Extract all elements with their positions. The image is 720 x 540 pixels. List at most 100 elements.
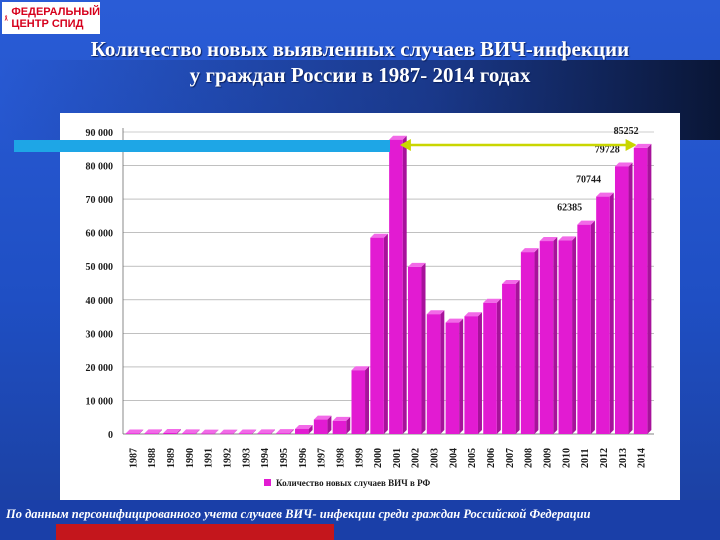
- bar-side: [628, 162, 633, 434]
- bar: [558, 240, 573, 434]
- bar-side: [195, 429, 200, 434]
- bar: [125, 433, 140, 434]
- bar-side: [270, 429, 275, 434]
- bar-top: [163, 428, 181, 433]
- bar-side: [572, 236, 577, 434]
- bar-side: [421, 262, 426, 434]
- x-tick-label: 2003: [430, 448, 441, 468]
- bar-top: [614, 162, 633, 167]
- bar: [276, 433, 290, 434]
- bar: [182, 433, 196, 434]
- x-tick-label: 2010: [561, 448, 572, 468]
- logo: ФЕДЕРАЛЬНЫЙ ЦЕНТР СПИД: [2, 2, 100, 34]
- x-tick-label: 2009: [542, 448, 553, 468]
- x-tick-label: 1995: [279, 448, 290, 468]
- bar-side: [553, 237, 558, 434]
- bar-top: [407, 262, 426, 267]
- footer-note: По данным персонифицированного учета слу…: [6, 507, 591, 521]
- bar-top: [238, 429, 257, 434]
- bar-top: [558, 236, 577, 241]
- y-tick-label: 70 000: [86, 195, 114, 206]
- bar-top: [464, 312, 482, 317]
- bar-side: [252, 429, 257, 434]
- x-tick-label: 1993: [241, 448, 252, 468]
- bar-side: [496, 298, 501, 434]
- x-tick-label: 1992: [223, 448, 234, 468]
- arrow-head-right: [625, 139, 637, 151]
- x-tick-label: 1998: [335, 448, 346, 468]
- bar-top: [389, 135, 407, 140]
- bar: [483, 302, 497, 434]
- bar-side: [233, 429, 238, 434]
- bar: [257, 433, 271, 434]
- x-tick-label: 1991: [204, 448, 215, 468]
- bar-side: [647, 143, 652, 434]
- data-label: 62385: [557, 203, 582, 214]
- bar-chart: 0 10 000 20 000 30 000 40 000 50 000 60 000 70 …: [86, 126, 654, 488]
- x-tick-label: 1990: [185, 448, 196, 468]
- bar: [295, 428, 309, 434]
- data-label: 79728: [595, 144, 620, 155]
- bar: [370, 237, 384, 434]
- y-tick-label: 40 000: [86, 296, 114, 307]
- x-tick-label: 1987: [128, 448, 139, 468]
- x-tick-label: 2007: [505, 448, 516, 468]
- bar: [332, 420, 347, 434]
- bar-top: [445, 318, 464, 323]
- bar: [200, 433, 215, 435]
- bar-top: [370, 233, 388, 238]
- bar: [633, 147, 648, 434]
- bar-top: [539, 237, 558, 242]
- y-tick-label: 30 000: [86, 329, 114, 340]
- bar-top: [483, 298, 501, 303]
- x-tick-label: 2014: [637, 448, 648, 468]
- x-tick-label: 2004: [448, 448, 459, 468]
- data-label: 70744: [576, 175, 601, 186]
- bar-side: [346, 416, 351, 434]
- bar-side: [402, 135, 407, 434]
- bar-side: [139, 429, 144, 434]
- x-tick-label: 2001: [392, 448, 403, 468]
- bar-top: [219, 429, 238, 434]
- x-tick-label: 2002: [411, 448, 422, 468]
- x-tick-label: 2006: [486, 448, 497, 468]
- bar: [426, 314, 441, 434]
- bar-side: [365, 366, 370, 434]
- y-tick-label: 60 000: [86, 229, 114, 240]
- y-tick-label: 50 000: [86, 262, 114, 273]
- page-title: Количество новых выявленных случаев ВИЧ-…: [0, 36, 720, 88]
- bar-top: [502, 280, 520, 285]
- bar-side: [590, 220, 595, 434]
- bar: [313, 419, 328, 434]
- bar-top: [276, 429, 294, 434]
- logo-line-2: ЦЕНТР СПИД: [11, 18, 84, 30]
- bar: [163, 432, 177, 434]
- bar-top: [633, 143, 652, 148]
- bar-side: [515, 280, 520, 434]
- x-tick-label: 2000: [373, 448, 384, 468]
- y-tick-label: 20 000: [86, 363, 114, 374]
- bar-top: [313, 415, 332, 420]
- bar-top: [520, 248, 539, 253]
- bar: [596, 196, 610, 434]
- bar-side: [383, 233, 388, 434]
- bar-side: [214, 429, 219, 434]
- logo-line-1: ФЕДЕРАЛЬНЫЙ: [11, 6, 100, 18]
- bar-top: [577, 220, 595, 225]
- bar-top: [426, 310, 445, 315]
- x-tick-label: 1994: [260, 448, 271, 468]
- title-line-1: Количество новых выявленных случаев ВИЧ-…: [90, 37, 630, 61]
- bar: [144, 433, 159, 434]
- chart-area: 0 10 000 20 000 30 000 40 000 50 000 60 000 70 …: [60, 113, 680, 500]
- bar-side: [158, 429, 163, 434]
- bar: [614, 166, 629, 434]
- y-tick-label: 80 000: [86, 162, 114, 173]
- title-line-2: у граждан России в 1987- 2014 годах: [189, 63, 531, 87]
- bar: [351, 370, 366, 434]
- bar-side: [176, 428, 181, 434]
- bar-top: [351, 366, 370, 371]
- bar-top: [200, 429, 219, 434]
- x-tick-label: 1997: [317, 448, 328, 468]
- bar-top: [295, 424, 313, 429]
- bar: [238, 433, 253, 434]
